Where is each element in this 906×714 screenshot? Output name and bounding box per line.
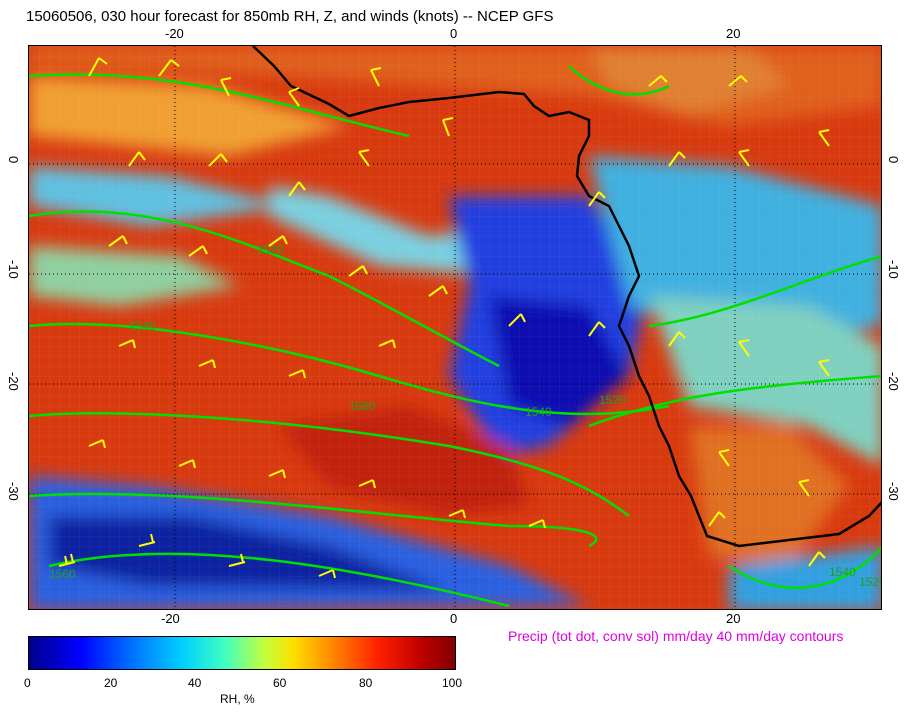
right-tick-label: -10 [886,260,901,279]
colorbar-label: 80 [359,676,373,690]
bottom-tick-label: -20 [161,611,180,626]
colorbar-unit: RH, % [220,692,255,706]
colorbar-label: 100 [442,676,463,690]
map-title: 15060506, 030 hour forecast for 850mb RH… [26,8,554,25]
top-tick-label: 20 [726,26,741,41]
colorbar-label: 20 [104,676,118,690]
right-tick-label: 0 [886,156,901,164]
colorbar-label: 0 [24,676,31,690]
contour-label: 1540 [829,565,856,579]
contour-label: 1520 [257,243,284,257]
contour-label: 1560 [349,399,376,413]
right-tick-label: -20 [886,372,901,391]
contour-label: 1540 [525,405,552,419]
rh-colorbar [28,636,456,670]
map-canvas: 1520 1540 1560 1520 1560 1540 1540 1520 [29,46,882,609]
left-tick-label: 0 [6,156,21,164]
contour-label: 1540 [129,319,156,333]
bottom-tick-label: 20 [726,611,741,626]
height-contours [29,65,881,608]
right-tick-label: -30 [886,482,901,501]
bottom-tick-label: 0 [450,611,458,626]
wind-barbs [58,57,830,579]
left-tick-label: -20 [6,372,21,391]
colorbar-label: 60 [273,676,287,690]
contour-label: 1560 [49,567,76,581]
top-tick-label: 0 [450,26,458,41]
contour-label: 1520 [859,575,882,589]
contour-label: 1520 [599,393,626,407]
coastline [252,46,881,548]
precip-legend-note: Precip (tot dot, conv sol) mm/day 40 mm/… [508,628,844,644]
top-tick-label: -20 [165,26,184,41]
left-tick-label: -30 [6,482,21,501]
left-tick-label: -10 [6,260,21,279]
colorbar-label: 40 [188,676,202,690]
rh-map: 1520 1540 1560 1520 1560 1540 1540 1520 [28,45,882,610]
